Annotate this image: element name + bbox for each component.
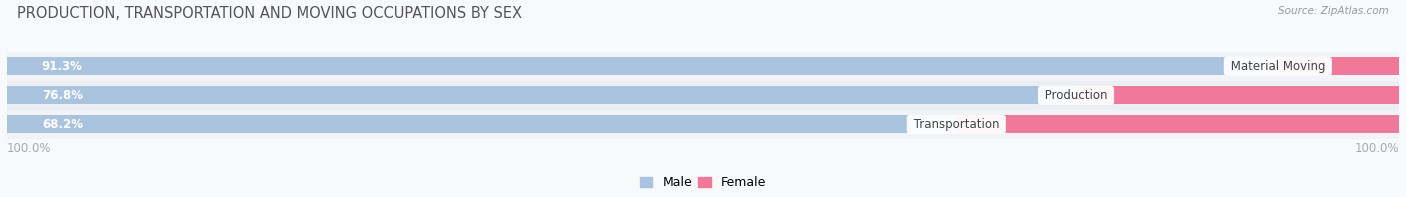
Bar	[7, 57, 1278, 75]
Text: Production: Production	[1040, 89, 1111, 102]
Text: 68.2%: 68.2%	[42, 118, 83, 131]
Text: PRODUCTION, TRANSPORTATION AND MOVING OCCUPATIONS BY SEX: PRODUCTION, TRANSPORTATION AND MOVING OC…	[17, 6, 522, 21]
Text: Transportation: Transportation	[910, 118, 1002, 131]
Bar	[7, 115, 956, 133]
Bar	[1278, 57, 1400, 75]
Text: Material Moving: Material Moving	[1227, 60, 1329, 73]
Text: 100.0%: 100.0%	[1354, 142, 1399, 155]
Bar	[7, 86, 1076, 104]
Bar	[7, 110, 1399, 139]
Text: Source: ZipAtlas.com: Source: ZipAtlas.com	[1278, 6, 1389, 16]
Legend: Male, Female: Male, Female	[636, 171, 770, 194]
Text: 76.8%: 76.8%	[42, 89, 83, 102]
Bar	[1076, 86, 1399, 104]
Bar	[956, 115, 1399, 133]
Bar	[7, 81, 1399, 110]
Bar	[7, 52, 1399, 81]
Text: 100.0%: 100.0%	[7, 142, 52, 155]
Text: 91.3%: 91.3%	[42, 60, 83, 73]
